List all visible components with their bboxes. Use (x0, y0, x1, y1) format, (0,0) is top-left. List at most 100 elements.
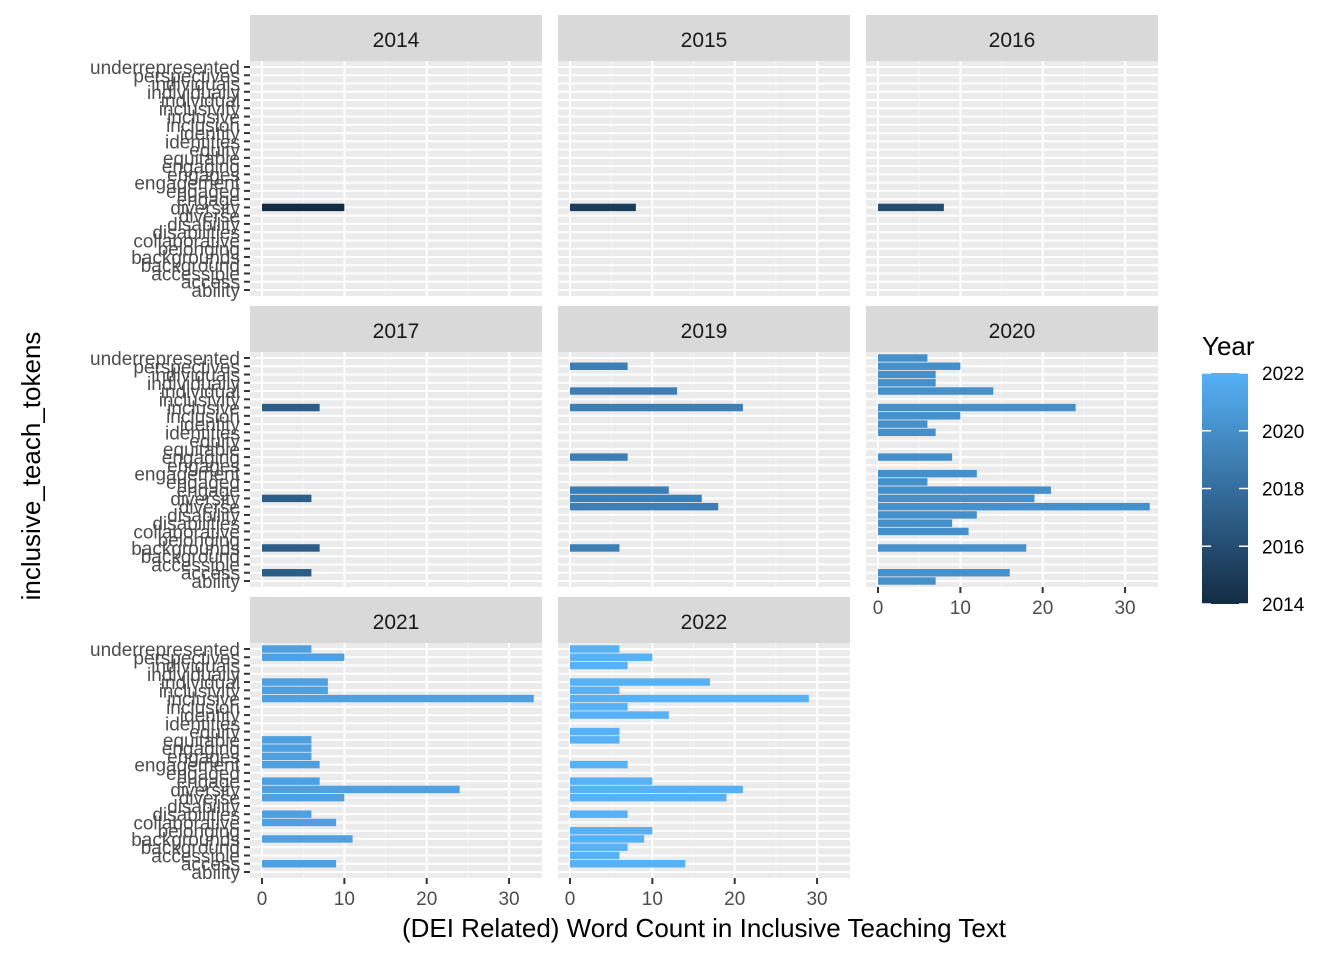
bar-diversity (878, 203, 944, 212)
y-tick-label: accessible (151, 264, 240, 285)
bar-equity (570, 727, 620, 736)
bar-backgrounds (262, 835, 353, 843)
bar-inclusive (570, 694, 809, 703)
bar-diverse (570, 502, 719, 511)
bar-inclusive (262, 403, 320, 412)
y-tick-label: disabilities (152, 805, 240, 826)
bar-inclusion (878, 412, 961, 420)
bar-engage (878, 486, 1051, 494)
bar-backgrounds (570, 835, 645, 843)
y-tick-label: engagement (134, 465, 240, 486)
bar-accessible (570, 851, 620, 860)
y-tick-label: collaborative (133, 231, 240, 252)
y-tick-label: disability (167, 215, 240, 236)
bar-individual (262, 678, 328, 686)
y-tick-label: equitable (163, 440, 240, 461)
x-tick-label: 30 (498, 889, 519, 910)
y-tick-label: inclusivity (159, 390, 241, 411)
y-tick-label: backgrounds (131, 248, 240, 269)
y-tick-label: engaged (166, 473, 240, 494)
y-tick-label: engaged (166, 764, 240, 785)
x-tick-label: 0 (873, 598, 884, 619)
legend-break-label: 2022 (1262, 364, 1304, 385)
bar-diverse (878, 502, 1150, 511)
y-tick-label: diverse (179, 498, 240, 519)
bar-engages (262, 752, 312, 761)
y-tick-label: access (181, 564, 240, 585)
bar-equitable (570, 736, 620, 744)
bar-inclusivity (262, 686, 328, 695)
y-tick-label: engaging (162, 448, 240, 469)
y-tick-label: accessible (151, 555, 240, 576)
bar-individuals (878, 370, 936, 379)
bar-access (262, 860, 337, 868)
bar-diverse (570, 793, 727, 802)
bar-background (570, 843, 628, 851)
y-tick-label: engage (177, 190, 240, 211)
facet-panel-2022: 2022 0 10 20 30 (558, 597, 850, 910)
legend-title: Year (1202, 331, 1255, 361)
panel-background (558, 61, 850, 296)
panel-background (866, 61, 1158, 296)
bar-individual (570, 387, 678, 395)
bar-backgrounds (570, 544, 620, 552)
facet-strip-label: 2020 (989, 320, 1036, 343)
y-tick-label: identities (165, 714, 240, 735)
x-tick-label: 10 (950, 598, 971, 619)
bar-diversity (262, 203, 345, 212)
y-tick-label: engaging (162, 157, 240, 178)
facet-strip (558, 597, 850, 643)
y-tick-label: engagement (134, 174, 240, 195)
y-tick-label: collaborative (133, 813, 240, 834)
y-tick-label: inclusive (167, 108, 240, 129)
bar-engage (262, 777, 320, 785)
panel-background (558, 352, 850, 587)
bar-backgrounds (878, 544, 1027, 552)
legend-break-label: 2018 (1262, 480, 1304, 501)
y-tick-label: equity (189, 141, 240, 162)
bar-engaged (878, 478, 928, 486)
y-tick-label: access (181, 855, 240, 876)
bar-individual (878, 387, 994, 395)
bar-underrepresented (570, 645, 620, 653)
bar-underrepresented (878, 354, 928, 362)
y-tick-label: equity (189, 432, 240, 453)
y-tick-label: background (141, 838, 240, 859)
y-tick-label: disability (167, 506, 240, 527)
y-tick-label: backgrounds (131, 830, 240, 851)
bar-access (878, 569, 1010, 577)
y-tick-label: individually (147, 374, 240, 395)
panel-background (558, 643, 850, 878)
y-tick-label: identity (180, 124, 241, 145)
x-tick-label: 30 (1114, 598, 1135, 619)
panel-background (250, 643, 542, 878)
y-tick-label: perspectives (133, 357, 240, 378)
y-tick-label: backgrounds (131, 539, 240, 560)
y-tick-label: inclusive (167, 690, 240, 711)
bar-perspectives (878, 362, 961, 370)
facet-strip (866, 306, 1158, 352)
y-tick-label: perspectives (133, 648, 240, 669)
y-tick-label: engages (167, 165, 240, 186)
facet-strip-label: 2015 (681, 29, 728, 52)
bar-belonging (570, 826, 653, 835)
y-tick-label: inclusivity (159, 681, 241, 702)
y-tick-label: individual (161, 673, 240, 694)
bar-disabilities (570, 810, 628, 818)
y-tick-label: diverse (179, 789, 240, 810)
facet-strip-label: 2021 (373, 611, 420, 634)
bar-disability (878, 511, 977, 519)
y-tick-label: inclusion (166, 116, 240, 137)
y-tick-label: belonging (158, 240, 240, 261)
y-tick-label: identities (165, 423, 240, 444)
y-tick-label: equity (189, 723, 240, 744)
x-tick-label: 0 (257, 889, 268, 910)
bar-collaborative (262, 818, 337, 827)
y-tick-label: engagement (134, 756, 240, 777)
bar-perspectives (570, 653, 653, 661)
y-tick-label: engaged (166, 182, 240, 203)
facet-strip (558, 15, 850, 61)
y-tick-label: individually (147, 83, 240, 104)
y-tick-label: inclusion (166, 407, 240, 428)
bar-identity (878, 420, 928, 428)
